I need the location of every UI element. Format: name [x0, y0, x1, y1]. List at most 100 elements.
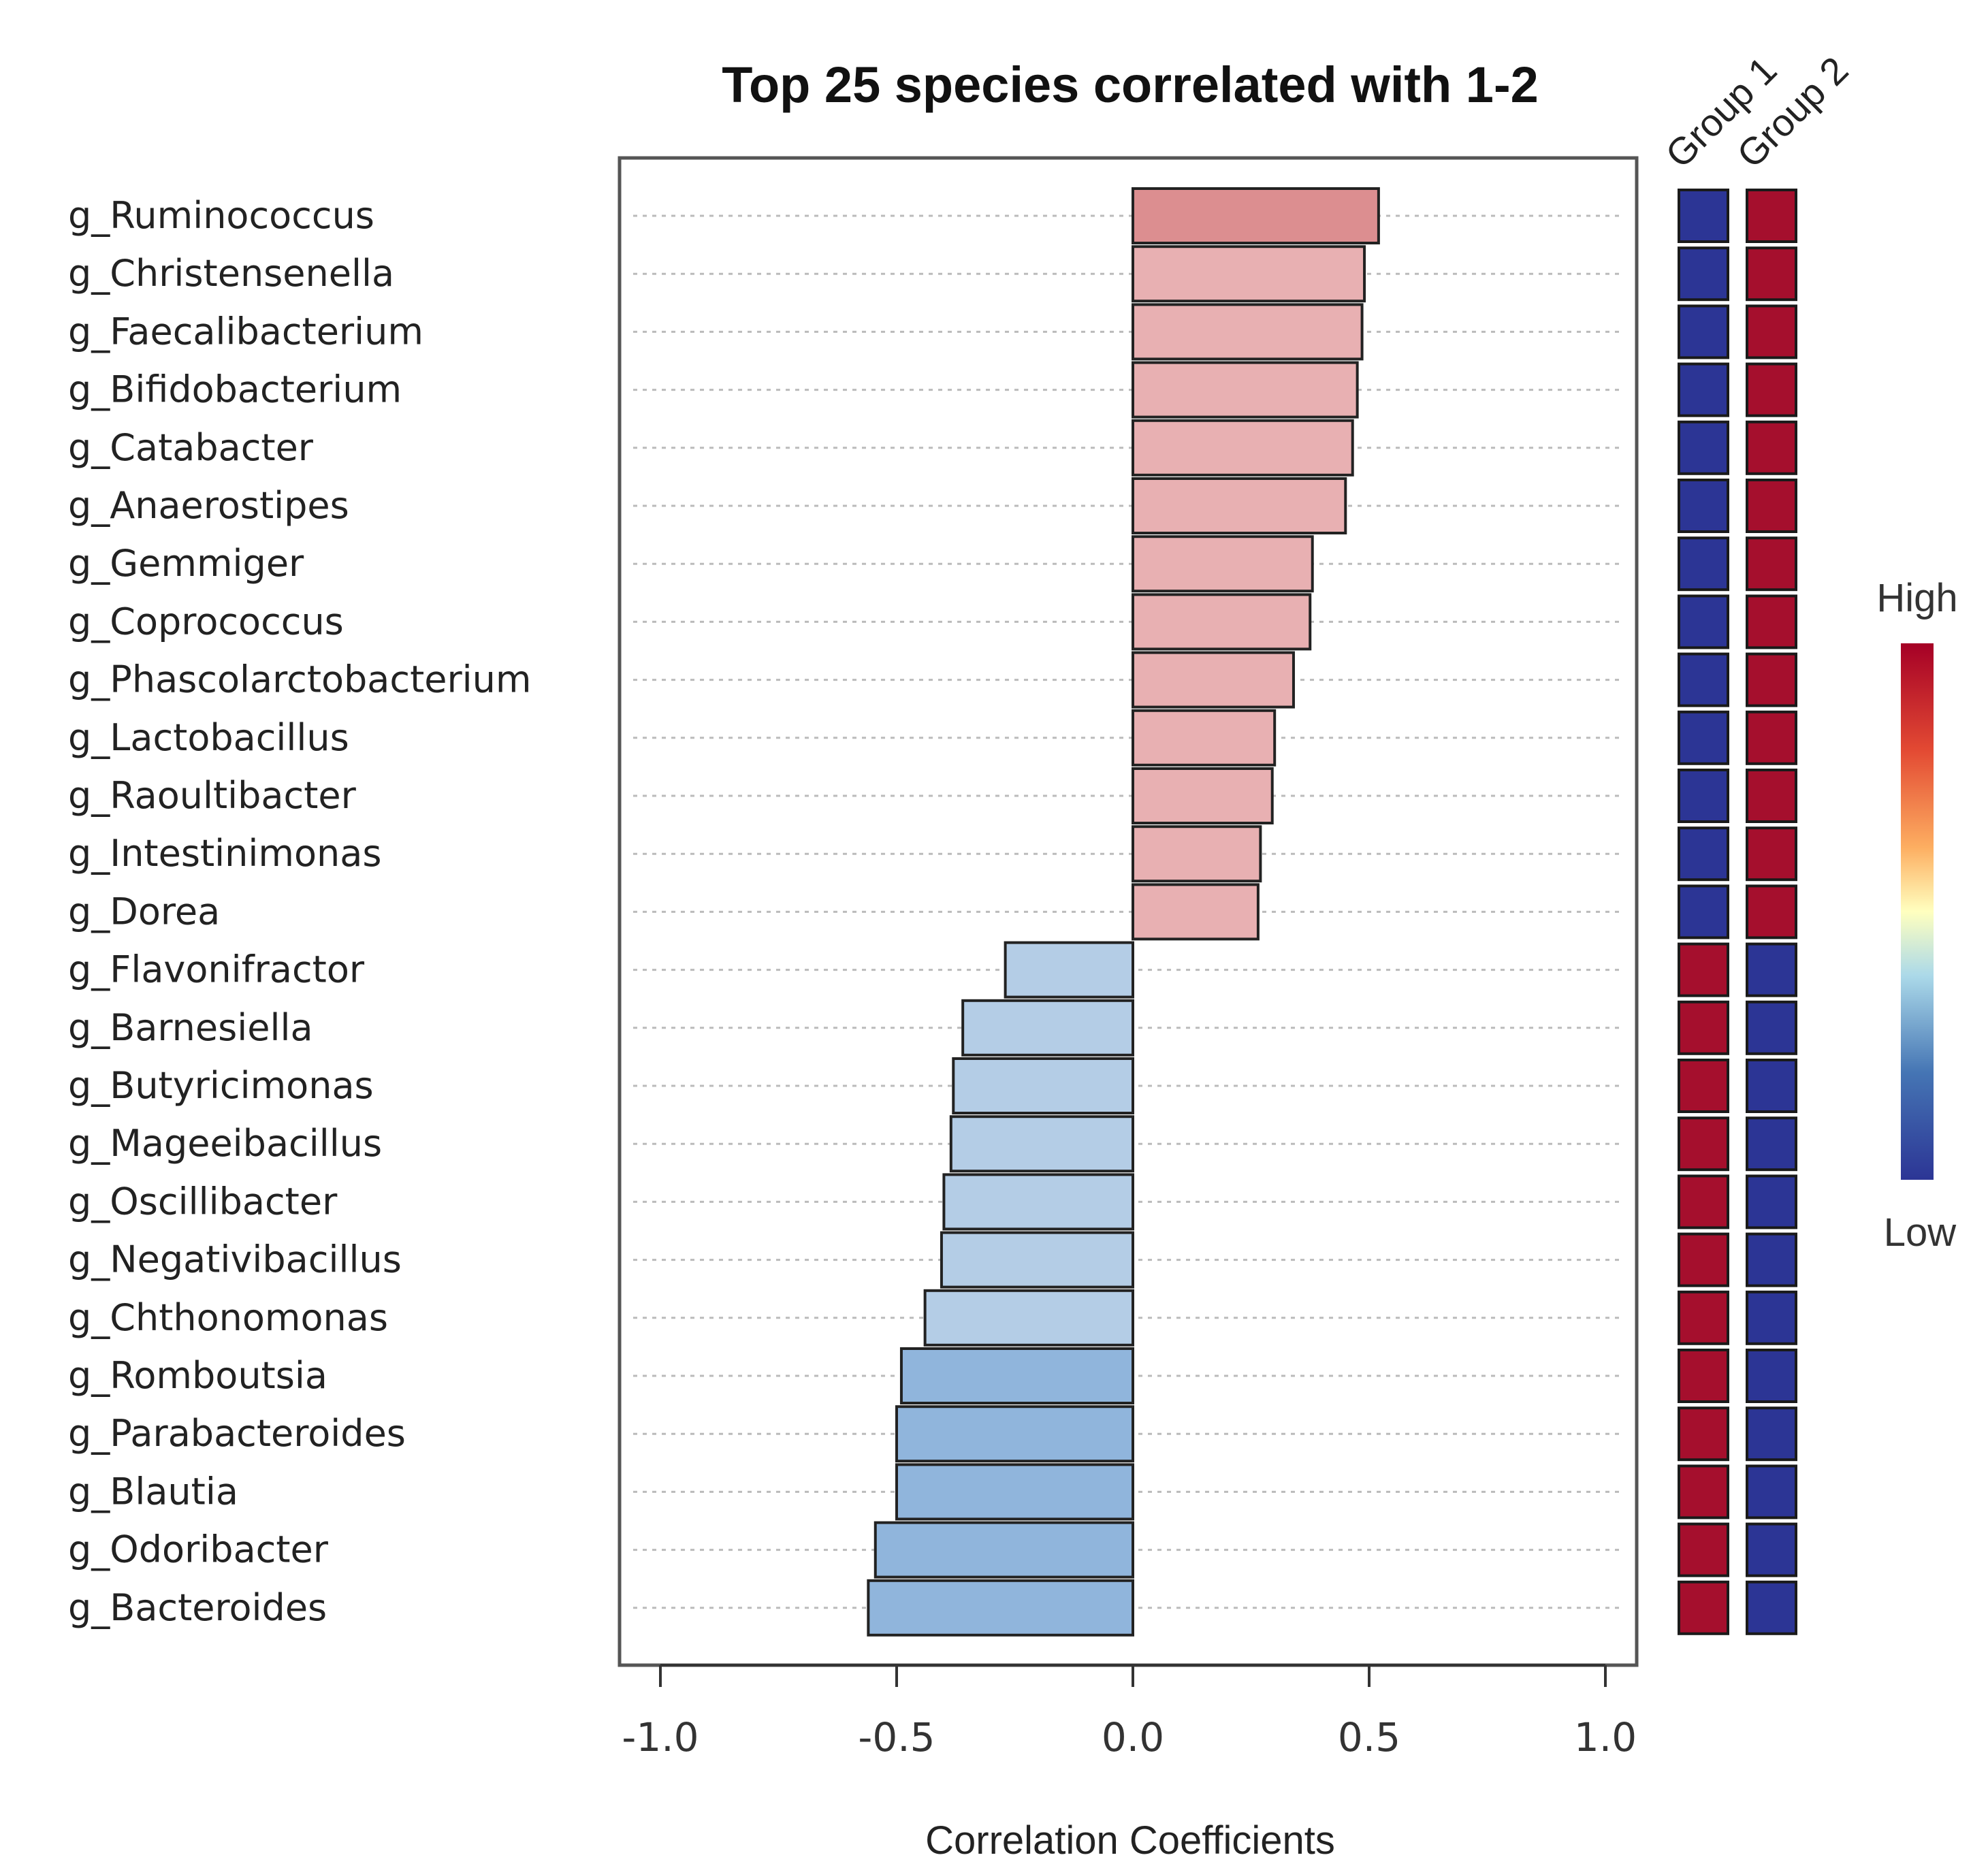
bar-coprococcus: [1132, 593, 1312, 651]
heat-cell-group-1: [1678, 1349, 1729, 1403]
species-label: g_Odoribacter: [68, 1528, 329, 1571]
species-label: g_Parabacteroides: [68, 1412, 406, 1455]
species-label: g_Anaerostipes: [68, 484, 349, 527]
heat-cell-group-2: [1746, 826, 1797, 882]
bar-intestinimonas: [1132, 825, 1262, 883]
heat-cell-group-1: [1678, 1522, 1729, 1577]
chart-title: Top 25 species correlated with 1-2: [722, 57, 1539, 113]
heat-cell-group-2: [1746, 594, 1797, 649]
legend-low-label: Low: [1884, 1210, 1957, 1255]
heat-cell-group-1: [1678, 1116, 1729, 1172]
heat-cell-group-2: [1746, 536, 1797, 592]
heat-cell-group-1: [1678, 1000, 1729, 1055]
species-label: g_Christensenella: [68, 252, 394, 295]
bar-flavonifractor: [1004, 941, 1134, 999]
bar-oscillibacter: [942, 1173, 1135, 1231]
color-legend: High Low: [1876, 576, 1957, 1255]
species-label: g_Catabacter: [68, 426, 314, 469]
bar-faecalibacterium: [1132, 303, 1364, 361]
grid-lines: [633, 214, 1623, 1609]
bar-blautia: [895, 1463, 1134, 1521]
heat-cell-group-1: [1678, 710, 1729, 765]
bar-phascolarctobacterium: [1132, 651, 1295, 709]
x-tick-label: 0.0: [1102, 1714, 1164, 1760]
heat-cell-group-2: [1746, 652, 1797, 707]
bar-parabacteroides: [895, 1405, 1134, 1463]
species-label: g_Oscillibacter: [68, 1180, 338, 1223]
species-label: g_Romboutsia: [68, 1354, 327, 1397]
heat-cell-group-1: [1678, 769, 1729, 823]
species-label: g_Phascolarctobacterium: [68, 658, 532, 701]
heat-cell-group-2: [1746, 420, 1797, 475]
heat-cell-group-1: [1678, 246, 1729, 302]
heat-cell-group-2: [1746, 189, 1797, 243]
heat-cell-group-1: [1678, 362, 1729, 417]
heat-cell-group-1: [1678, 594, 1729, 649]
bar-raoultibacter: [1132, 767, 1274, 824]
x-tick-label: 1.0: [1574, 1714, 1637, 1760]
heat-cell-group-2: [1746, 1522, 1797, 1577]
heat-cell-group-2: [1746, 710, 1797, 765]
species-label: g_Coprococcus: [68, 600, 344, 643]
species-label: g_Faecalibacterium: [68, 310, 423, 353]
heat-cell-group-2: [1746, 1116, 1797, 1172]
species-label: g_Raoultibacter: [68, 774, 357, 817]
heat-cell-group-1: [1678, 479, 1729, 533]
species-label: g_Blautia: [68, 1470, 238, 1513]
heat-cell-group-2: [1746, 1232, 1797, 1287]
heat-cell-group-2: [1746, 1059, 1797, 1113]
bar-negativibacillus: [940, 1231, 1135, 1289]
heat-cell-group-1: [1678, 536, 1729, 592]
bar-barnesiella: [961, 999, 1135, 1057]
bar-chthonomonas: [923, 1289, 1134, 1347]
heat-cell-group-2: [1746, 1349, 1797, 1403]
heat-cell-group-1: [1678, 652, 1729, 707]
heat-cell-group-1: [1678, 942, 1729, 997]
heat-cell-group-1: [1678, 1059, 1729, 1113]
species-label: g_Gemmiger: [68, 542, 304, 585]
species-label: g_Butyricimonas: [68, 1064, 374, 1107]
bar-odoribacter: [873, 1521, 1135, 1579]
bar-bacteroides: [867, 1579, 1134, 1637]
species-label: g_Bacteroides: [68, 1586, 327, 1629]
x-tick-label: 0.5: [1338, 1714, 1400, 1760]
bar-mageeibacillus: [949, 1115, 1135, 1173]
species-label: g_Barnesiella: [68, 1006, 313, 1049]
heat-cell-group-1: [1678, 304, 1729, 359]
species-label: g_Dorea: [68, 890, 220, 933]
heat-cell-group-2: [1746, 479, 1797, 533]
heat-cell-group-1: [1678, 1174, 1729, 1229]
heat-cell-group-2: [1746, 304, 1797, 359]
heat-cell-group-1: [1678, 189, 1729, 243]
bars: [867, 187, 1380, 1637]
x-axis: -1.0 -0.5 0.0 0.5 1.0: [622, 1664, 1637, 1760]
heat-cell-group-1: [1678, 1232, 1729, 1287]
heat-cell-group-2: [1746, 884, 1797, 939]
bar-christensenella: [1132, 245, 1366, 303]
heat-cell-group-2: [1746, 1174, 1797, 1229]
species-label: g_Mageeibacillus: [68, 1122, 382, 1165]
bar-gemmiger: [1132, 535, 1314, 593]
heat-cell-group-2: [1746, 246, 1797, 302]
heat-cell-group-1: [1678, 884, 1729, 939]
heat-cell-group-2: [1746, 1000, 1797, 1055]
legend-high-label: High: [1876, 576, 1957, 620]
species-label: g_Ruminococcus: [68, 194, 374, 237]
species-label: g_Intestinimonas: [68, 832, 381, 875]
species-label: g_Chthonomonas: [68, 1296, 388, 1339]
heat-cell-group-1: [1678, 1406, 1729, 1462]
legend-gradient-bar: [1901, 643, 1934, 1180]
bar-anaerostipes: [1132, 477, 1347, 534]
species-label: g_Negativibacillus: [68, 1238, 402, 1281]
heat-cell-group-2: [1746, 942, 1797, 997]
bar-bifidobacterium: [1132, 361, 1359, 419]
x-tick-label: -1.0: [622, 1714, 699, 1760]
heat-cell-group-1: [1678, 826, 1729, 882]
heat-cell-group-2: [1746, 1464, 1797, 1519]
heat-cell-group-2: [1746, 1580, 1797, 1635]
bar-dorea: [1132, 883, 1260, 941]
species-label: g_Bifidobacterium: [68, 368, 402, 411]
heat-cell-group-2: [1746, 769, 1797, 823]
heat-cell-group-2: [1746, 362, 1797, 417]
